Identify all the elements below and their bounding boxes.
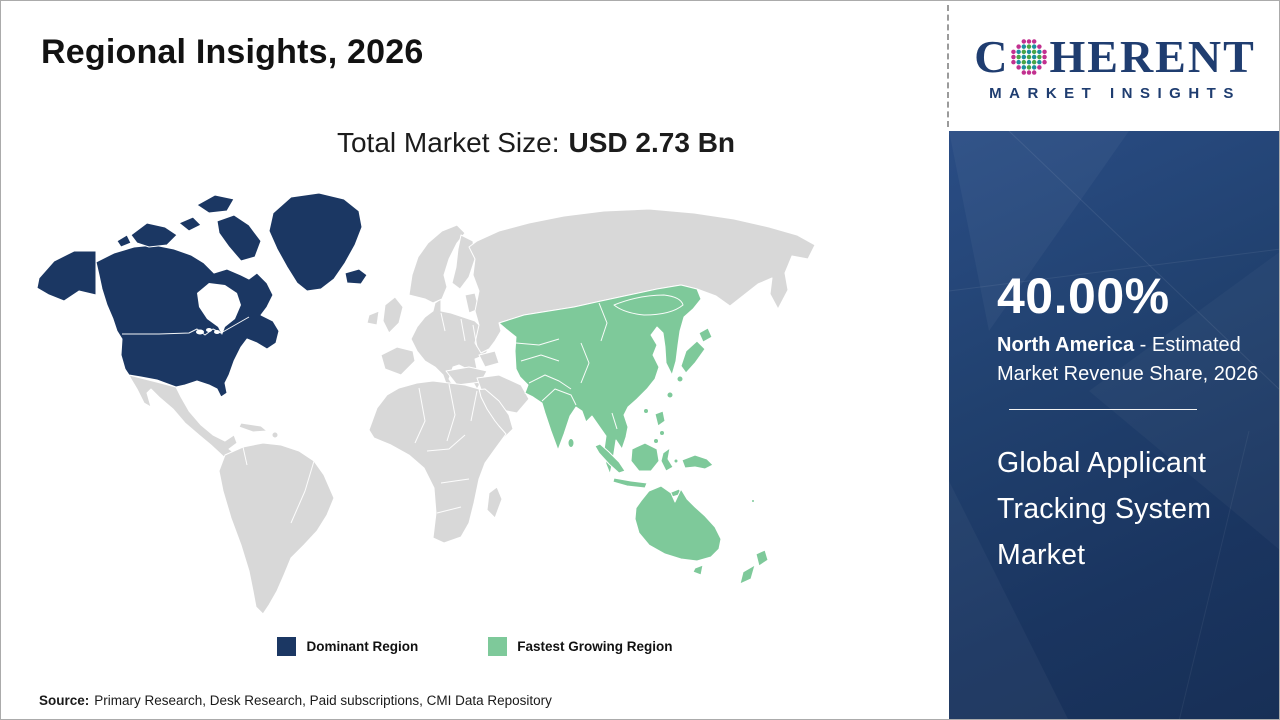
market-size-value: USD 2.73 Bn — [568, 127, 736, 158]
land-new-guinea — [681, 454, 714, 470]
land-arctic-island-victoria — [130, 222, 178, 248]
land-australia — [634, 485, 722, 562]
stats-sidebar: 40.00% North America - Estimated Market … — [949, 131, 1279, 719]
land-greenland — [268, 192, 363, 292]
country-borders — [95, 262, 684, 524]
land-arctic-island-ellesmere — [196, 194, 235, 214]
header-dashed-divider — [947, 5, 949, 127]
land-iberia — [380, 346, 416, 376]
legend-item-dominant: Dominant Region — [277, 637, 418, 656]
map-legend: Dominant Region Fastest Growing Region — [1, 637, 949, 656]
legend-item-fastest: Fastest Growing Region — [488, 637, 673, 656]
logo-wordmark: HERENT — [1049, 31, 1256, 82]
fastest-region-swatch — [488, 637, 508, 656]
land-nz-north — [755, 549, 769, 567]
market-share-region: North America — [997, 334, 1135, 356]
market-size-line: Total Market Size: USD 2.73 Bn — [1, 127, 1071, 159]
region-north-america — [36, 192, 368, 398]
source-text: Primary Research, Desk Research, Paid su… — [94, 693, 552, 708]
land-africa — [368, 380, 507, 544]
dominant-region-label: Dominant Region — [306, 639, 419, 654]
world-map — [36, 192, 816, 615]
logo-letter-c: C — [974, 31, 1010, 82]
land-russia — [468, 208, 816, 354]
land-hispaniola — [271, 431, 279, 439]
water-hudson-bay — [197, 283, 241, 335]
land-arctic-island-baffin — [216, 214, 262, 262]
land-maluku — [673, 458, 679, 464]
land-sumatra — [594, 443, 626, 474]
logo-wordmark-row: C — [974, 30, 1256, 83]
market-size-label: Total Market Size: — [336, 127, 560, 158]
market-share-value: 40.00% — [997, 268, 1170, 324]
region-asia-pacific — [498, 284, 769, 585]
logo-tagline: MARKET INSIGHTS — [989, 85, 1241, 102]
land-madagascar — [486, 486, 503, 519]
land-japan-honshu — [680, 340, 706, 374]
land-tasmania — [692, 564, 704, 576]
land-japan-kyushu — [676, 375, 684, 383]
land-philippines-mindanao — [653, 438, 659, 444]
land-turkey — [445, 366, 488, 386]
region-other-land — [128, 208, 816, 615]
land-asia-main — [498, 284, 702, 475]
land-canada-usa — [95, 244, 280, 398]
dominant-region-swatch — [277, 637, 297, 656]
land-sulawesi — [660, 447, 674, 472]
land-south-america — [218, 442, 335, 615]
source-line: Source: Primary Research, Desk Research, … — [39, 693, 552, 708]
sidebar-content: 40.00% North America - Estimated Market … — [949, 131, 1279, 578]
sidebar-texture — [949, 131, 1279, 719]
land-borneo — [630, 442, 660, 472]
land-alaska — [36, 250, 97, 302]
land-sri-lanka — [567, 438, 575, 448]
water-great-lake-3 — [214, 330, 220, 334]
land-java — [612, 477, 648, 489]
sidebar-divider — [1009, 409, 1197, 410]
land-arctic-island-banks — [116, 234, 132, 248]
land-britain — [382, 296, 404, 334]
logo-globe-icon — [1011, 38, 1048, 75]
land-nz-south — [739, 564, 756, 585]
land-cuba — [238, 422, 268, 433]
market-name: Global Applicant Tracking System Market — [997, 447, 1212, 571]
land-norway-sweden — [408, 224, 466, 304]
brand-logo: C — [949, 1, 1279, 131]
land-ireland — [366, 310, 380, 326]
land-philippines-visayas — [659, 430, 665, 436]
land-hainan — [643, 408, 649, 414]
land-arctic-island-small — [178, 216, 202, 232]
page-title: Regional Insights, 2026 — [41, 33, 424, 71]
fastest-region-label: Fastest Growing Region — [517, 639, 673, 654]
land-japan-hokkaido — [698, 327, 713, 343]
source-label: Source: — [39, 693, 90, 708]
land-taiwan — [666, 391, 674, 399]
land-new-caledonia — [751, 499, 755, 503]
land-philippines-luzon — [654, 410, 666, 427]
market-share-description: North America - Estimated Market Revenue… — [997, 331, 1263, 389]
land-caucasus — [478, 350, 500, 368]
land-iceland — [344, 268, 368, 285]
market-share-desc-text: - Estimated Market Revenue Share, 2026 — [997, 334, 1259, 385]
